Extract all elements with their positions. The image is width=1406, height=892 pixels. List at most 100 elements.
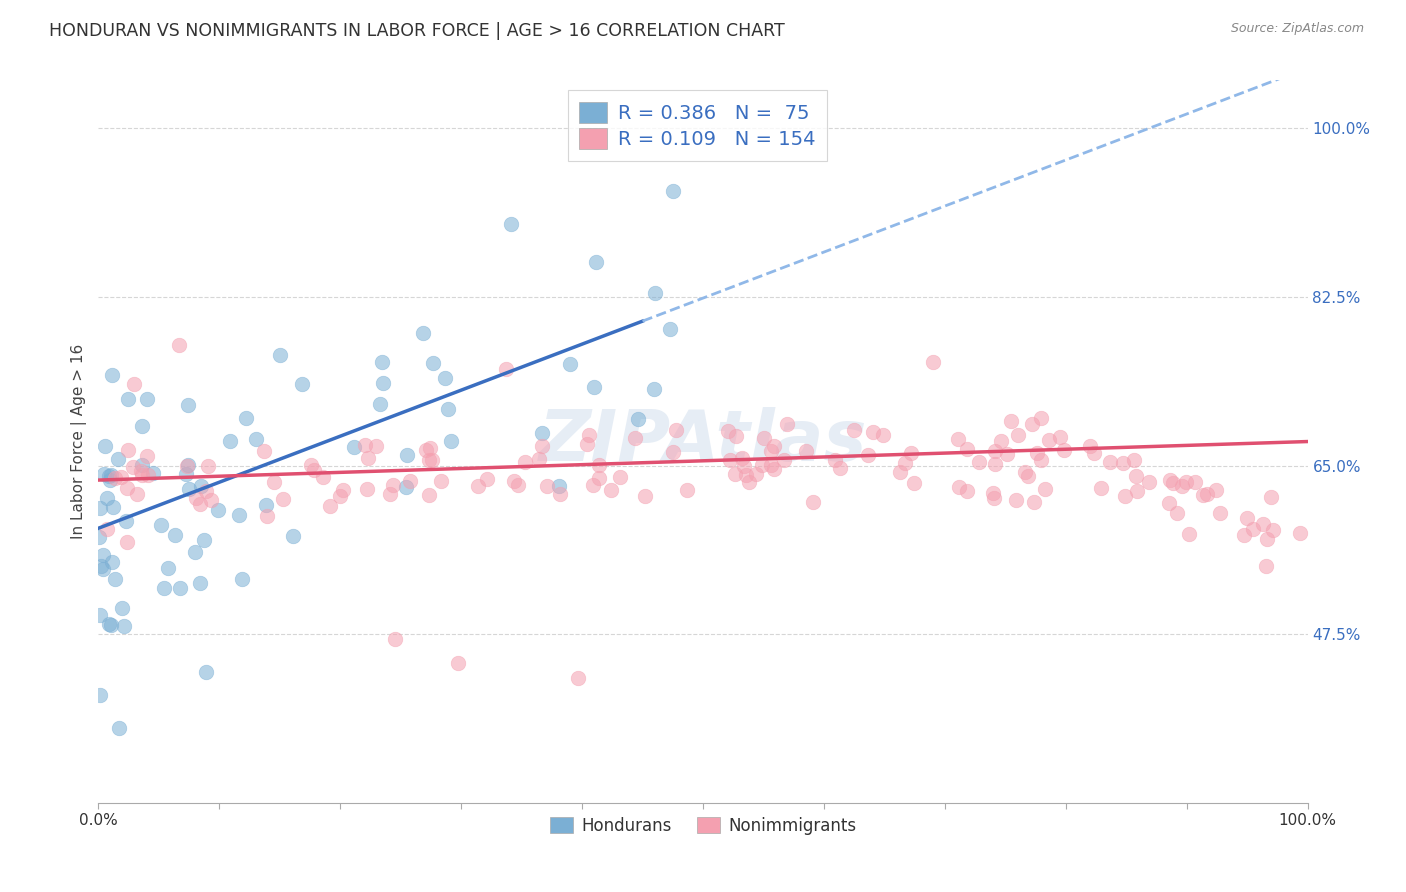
Point xyxy=(281,529,304,543)
Point xyxy=(967,455,990,469)
Point xyxy=(531,426,554,441)
Point xyxy=(135,450,157,464)
Point xyxy=(1161,475,1184,490)
Point xyxy=(93,439,115,453)
Point xyxy=(1209,506,1232,520)
Point xyxy=(1029,410,1052,425)
Point xyxy=(207,502,229,516)
Point xyxy=(263,475,285,489)
Point xyxy=(583,379,606,393)
Point xyxy=(115,514,138,528)
Point xyxy=(169,581,191,595)
Point xyxy=(90,559,112,574)
Point xyxy=(585,255,607,269)
Point xyxy=(117,392,139,406)
Point xyxy=(100,468,122,483)
Point xyxy=(751,458,773,473)
Point xyxy=(1005,493,1028,508)
Text: Source: ZipAtlas.com: Source: ZipAtlas.com xyxy=(1230,22,1364,36)
Point xyxy=(495,362,517,376)
Point xyxy=(188,497,211,511)
Point xyxy=(1261,523,1284,537)
Point xyxy=(578,428,600,442)
Point xyxy=(384,632,406,646)
Point xyxy=(889,466,911,480)
Point xyxy=(894,456,917,470)
Point xyxy=(858,448,880,462)
Point xyxy=(96,491,118,505)
Point xyxy=(718,453,741,467)
Legend: Hondurans, Nonimmigrants: Hondurans, Nonimmigrants xyxy=(543,810,863,841)
Point xyxy=(108,721,131,735)
Point xyxy=(1260,490,1282,504)
Point xyxy=(1205,483,1227,497)
Point xyxy=(1000,414,1022,428)
Point xyxy=(299,458,322,472)
Point xyxy=(98,473,121,487)
Point xyxy=(801,495,824,509)
Point xyxy=(499,217,522,231)
Point xyxy=(984,457,1007,471)
Point xyxy=(174,467,197,481)
Point xyxy=(371,376,394,390)
Point xyxy=(467,479,489,493)
Point xyxy=(900,446,922,460)
Point xyxy=(1021,417,1043,432)
Point xyxy=(1033,483,1056,497)
Point xyxy=(1083,445,1105,459)
Point xyxy=(269,347,291,361)
Point xyxy=(1122,452,1144,467)
Point xyxy=(776,417,799,431)
Point xyxy=(762,462,785,476)
Point xyxy=(291,377,314,392)
Point xyxy=(984,444,1007,458)
Point xyxy=(759,458,782,473)
Point xyxy=(609,470,631,484)
Point xyxy=(1137,475,1160,489)
Point xyxy=(513,455,536,469)
Point xyxy=(142,466,165,480)
Point xyxy=(627,412,650,426)
Point xyxy=(356,482,378,496)
Point xyxy=(1053,442,1076,457)
Point xyxy=(101,500,124,515)
Point xyxy=(1174,475,1197,489)
Point xyxy=(1289,525,1312,540)
Point xyxy=(644,286,666,301)
Point xyxy=(412,326,434,341)
Point xyxy=(183,544,205,558)
Point xyxy=(1256,532,1278,546)
Point xyxy=(235,411,257,425)
Point xyxy=(429,474,451,488)
Point xyxy=(104,572,127,586)
Point xyxy=(115,482,138,496)
Point xyxy=(96,522,118,536)
Point xyxy=(131,458,153,472)
Point xyxy=(156,561,179,575)
Point xyxy=(271,492,294,507)
Point xyxy=(990,434,1012,448)
Point xyxy=(600,483,623,497)
Point xyxy=(1125,468,1147,483)
Point xyxy=(662,185,685,199)
Point xyxy=(824,453,846,467)
Point xyxy=(560,357,582,371)
Point xyxy=(395,448,418,462)
Point xyxy=(122,459,145,474)
Point xyxy=(98,468,121,483)
Point xyxy=(662,445,685,459)
Point xyxy=(773,453,796,467)
Point xyxy=(228,508,250,522)
Y-axis label: In Labor Force | Age > 16: In Labor Force | Age > 16 xyxy=(72,344,87,539)
Point xyxy=(184,491,207,505)
Point xyxy=(254,498,277,512)
Point xyxy=(588,458,610,472)
Point xyxy=(101,555,124,569)
Point xyxy=(177,398,200,412)
Point xyxy=(1029,452,1052,467)
Point xyxy=(634,489,657,503)
Point xyxy=(1014,466,1036,480)
Point xyxy=(643,382,665,396)
Point xyxy=(503,474,526,488)
Point xyxy=(1080,439,1102,453)
